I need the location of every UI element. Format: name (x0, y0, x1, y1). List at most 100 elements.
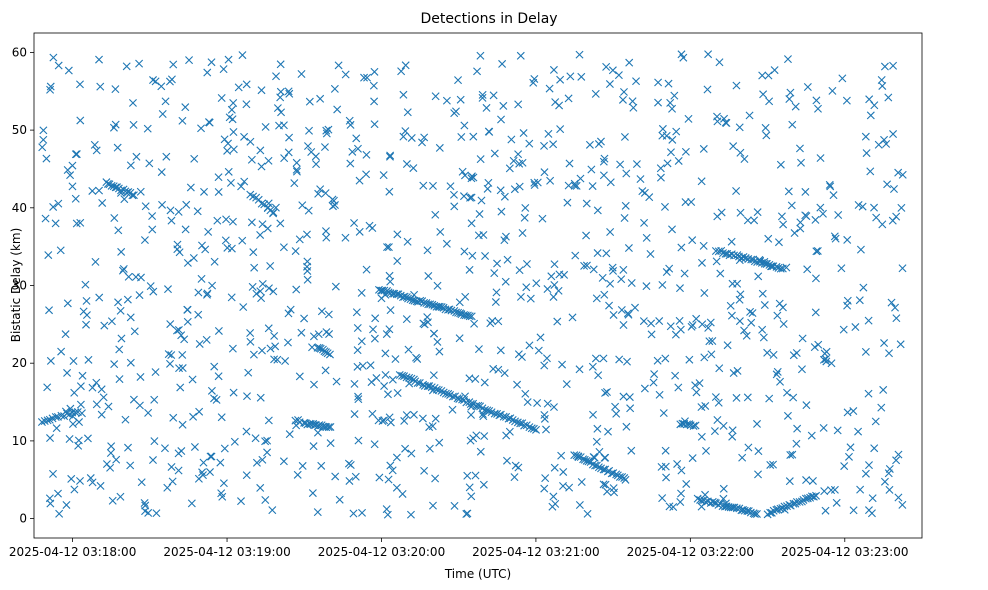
data-point-marker (264, 284, 273, 293)
data-point-marker (884, 469, 893, 478)
data-point-marker (752, 509, 761, 518)
data-point-marker (284, 309, 293, 318)
data-point-marker (540, 141, 549, 150)
data-point-marker (647, 330, 656, 339)
data-point-marker (732, 81, 741, 90)
data-point-marker (251, 434, 260, 443)
data-point-marker (760, 257, 769, 266)
data-point-marker (322, 129, 331, 138)
data-point-marker (128, 191, 137, 200)
marker-group (37, 50, 907, 519)
data-point-marker (273, 355, 282, 364)
data-point-marker (862, 149, 871, 158)
data-point-marker (765, 97, 774, 106)
data-point-marker (230, 437, 239, 446)
data-point-marker (386, 151, 395, 160)
data-point-marker (761, 123, 770, 132)
x-axis-label: Time (UTC) (444, 567, 511, 581)
data-point-marker (188, 375, 197, 384)
data-point-marker (570, 181, 579, 190)
data-point-marker (604, 427, 612, 436)
data-point-marker (864, 389, 873, 398)
data-point-marker (730, 251, 739, 260)
data-point-marker (559, 467, 568, 476)
data-point-marker (366, 361, 375, 370)
data-point-marker (755, 255, 764, 264)
x-axis: 2025-04-12 03:18:00 2025-04-12 03:19:00 20… (9, 538, 909, 559)
chart-title: Detections in Delay (420, 11, 557, 27)
data-point-marker (593, 424, 602, 433)
data-point-marker (298, 461, 307, 470)
data-point-marker (801, 187, 810, 196)
data-point-marker (123, 295, 132, 304)
data-point-marker (263, 436, 272, 445)
data-point-marker (666, 322, 675, 331)
data-point-marker (150, 437, 159, 446)
data-point-marker (129, 120, 138, 129)
data-point-marker (173, 240, 182, 249)
data-point-marker (239, 303, 248, 312)
data-point-marker (587, 165, 596, 174)
data-point-marker (227, 105, 236, 114)
data-point-marker (636, 175, 645, 184)
data-point-marker (750, 509, 759, 518)
data-point-marker (784, 187, 793, 196)
data-point-marker (523, 398, 532, 407)
data-point-marker (514, 100, 523, 109)
data-point-marker (655, 390, 664, 399)
data-point-marker (758, 325, 767, 334)
data-point-marker (525, 139, 534, 148)
data-point-marker (521, 389, 530, 398)
data-point-marker (609, 310, 618, 319)
plot-area (33, 32, 923, 539)
data-point-marker (733, 366, 742, 375)
data-point-marker (129, 191, 138, 200)
data-point-marker (783, 388, 791, 397)
data-point-marker (754, 447, 763, 456)
data-point-marker (476, 51, 485, 60)
data-point-marker (767, 262, 776, 271)
data-point-marker (691, 421, 700, 430)
data-point-marker (82, 311, 91, 320)
data-point-marker (149, 287, 158, 296)
data-point-marker (326, 439, 335, 448)
data-point-marker (808, 476, 817, 485)
data-point-marker (625, 58, 634, 67)
data-point-marker (208, 281, 217, 290)
data-point-marker (460, 171, 469, 180)
data-point-marker (72, 150, 81, 159)
data-point-marker (95, 55, 104, 64)
data-point-marker (77, 409, 86, 418)
data-point-marker (183, 258, 192, 267)
data-point-marker (478, 90, 487, 99)
data-point-marker (477, 196, 486, 205)
data-point-marker (200, 187, 209, 196)
data-point-marker (140, 236, 149, 245)
data-point-marker (261, 437, 270, 446)
data-point-marker (688, 236, 697, 245)
data-point-marker (222, 215, 231, 224)
data-point-marker (605, 301, 614, 310)
data-point-marker (649, 378, 658, 387)
data-point-marker (545, 84, 554, 93)
data-point-marker (180, 335, 189, 344)
data-point-marker (365, 221, 374, 230)
data-point-marker (760, 301, 769, 310)
data-point-marker (654, 98, 663, 107)
data-point-marker (248, 282, 257, 291)
data-point-marker (103, 179, 112, 188)
data-point-marker (450, 202, 459, 211)
data-point-marker (434, 302, 443, 311)
data-point-marker (701, 401, 710, 410)
data-point-marker (385, 187, 394, 196)
data-point-marker (292, 158, 301, 167)
data-point-marker (758, 289, 767, 298)
data-point-marker (790, 229, 799, 238)
data-point-marker (692, 388, 701, 397)
data-point-marker (362, 265, 371, 274)
data-point-marker (606, 279, 615, 288)
data-point-marker (242, 471, 251, 480)
data-point-marker (388, 466, 397, 475)
data-point-marker (38, 143, 47, 152)
data-point-marker (423, 246, 432, 255)
